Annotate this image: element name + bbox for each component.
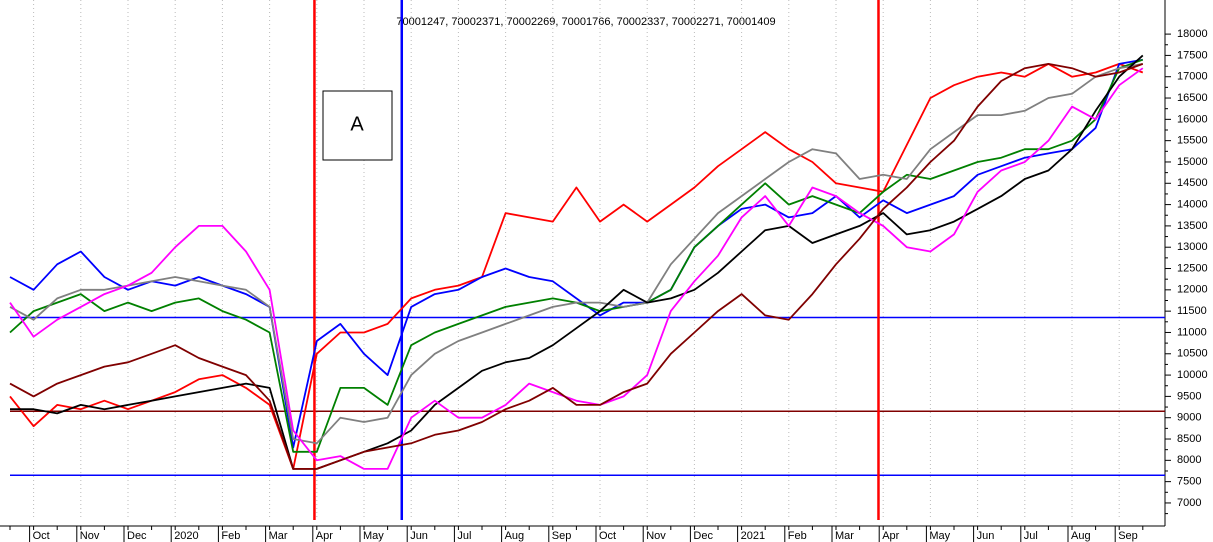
y-tick-label: 14000 [1177,198,1208,210]
x-tick-label: Sep [1118,530,1138,542]
y-tick-label: 12000 [1177,284,1208,296]
y-tick-label: 15000 [1177,156,1208,168]
y-tick-label: 11000 [1177,326,1207,338]
series-line [9,63,1144,470]
y-tick-label: 12500 [1177,262,1208,274]
x-tick-label: Aug [1071,530,1091,542]
x-tick-label: Oct [599,530,616,542]
x-tick-label: Jun [410,530,428,542]
y-tick-label: 14500 [1177,177,1208,189]
y-tick-label: 16500 [1177,92,1208,104]
annotation: A [350,113,364,135]
x-tick-label: Jul [1024,530,1038,542]
y-tick-label: 10500 [1177,348,1208,360]
y-tick-label: 11500 [1177,305,1207,317]
x-tick-label: Oct [33,530,50,542]
y-tick-label: 8500 [1177,433,1201,445]
x-tick-label: Apr [316,530,333,542]
series-line [9,63,1143,445]
x-tick-label: Aug [505,530,525,542]
x-tick-label: Feb [221,530,240,542]
x-tick-label: 2021 [741,530,765,542]
y-tick-label: 15500 [1177,135,1208,147]
x-tick-label: Dec [127,530,147,542]
y-tick-label: 9000 [1177,412,1201,424]
x-tick-label: Feb [788,530,807,542]
x-tick-label: Nov [646,530,666,542]
y-tick-label: 9500 [1177,390,1201,402]
y-tick-label: 16000 [1177,113,1208,125]
y-tick-label: 13000 [1177,241,1208,253]
y-tick-label: 13500 [1177,220,1208,232]
y-tick-label: 7000 [1177,497,1201,509]
y-tick-label: 17500 [1177,49,1208,61]
series-line [10,54,1144,470]
chart-title: 70001247, 70002371, 70002269, 70001766, … [396,16,775,28]
y-tick-label: 18000 [1177,28,1208,40]
x-tick-label: Nov [80,530,100,542]
series-line [9,58,1143,449]
y-tick-label: 17000 [1177,71,1208,83]
series-line [9,67,1144,470]
x-tick-label: Apr [882,530,899,542]
series-line [9,63,1144,470]
x-tick-label: Sep [552,530,572,542]
x-tick-label: May [929,530,950,542]
x-tick-label: May [363,530,384,542]
y-tick-label: 10000 [1177,369,1208,381]
y-tick-label: 8000 [1177,454,1201,466]
annotation-box [322,90,393,161]
y-tick-label: 7500 [1177,476,1201,488]
x-tick-label: Jun [977,530,995,542]
x-tick-label: Dec [693,530,713,542]
x-tick-label: Mar [835,530,854,542]
x-tick-label: Jul [457,530,471,542]
x-tick-label: Mar [269,530,288,542]
x-tick-label: 2020 [174,530,198,542]
